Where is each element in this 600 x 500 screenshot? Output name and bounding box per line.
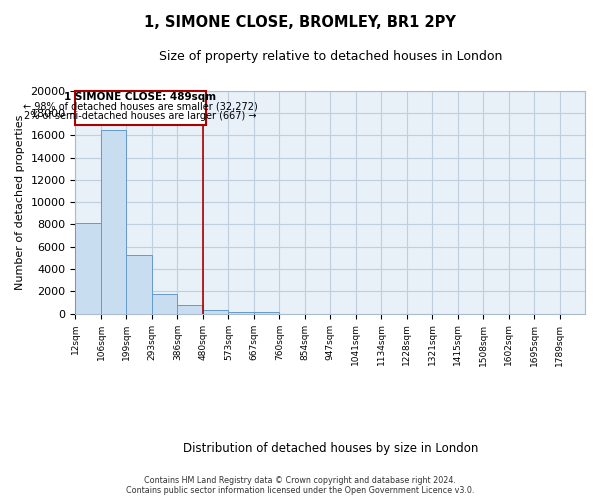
X-axis label: Distribution of detached houses by size in London: Distribution of detached houses by size … [182,442,478,455]
Bar [101,130,127,314]
Bar [76,224,101,314]
Text: 1 SIMONE CLOSE: 489sqm: 1 SIMONE CLOSE: 489sqm [64,92,217,102]
Text: ← 98% of detached houses are smaller (32,272): ← 98% of detached houses are smaller (32… [23,101,258,111]
Bar [127,254,152,314]
Title: Size of property relative to detached houses in London: Size of property relative to detached ho… [158,50,502,63]
Y-axis label: Number of detached properties: Number of detached properties [15,114,25,290]
FancyBboxPatch shape [76,90,206,125]
Bar [254,312,279,314]
Bar [228,312,254,314]
Bar [203,310,228,314]
Bar [178,305,203,314]
Bar [152,294,178,314]
Text: 1, SIMONE CLOSE, BROMLEY, BR1 2PY: 1, SIMONE CLOSE, BROMLEY, BR1 2PY [144,15,456,30]
Text: 2% of semi-detached houses are larger (667) →: 2% of semi-detached houses are larger (6… [24,111,257,121]
Text: Contains HM Land Registry data © Crown copyright and database right 2024.
Contai: Contains HM Land Registry data © Crown c… [126,476,474,495]
